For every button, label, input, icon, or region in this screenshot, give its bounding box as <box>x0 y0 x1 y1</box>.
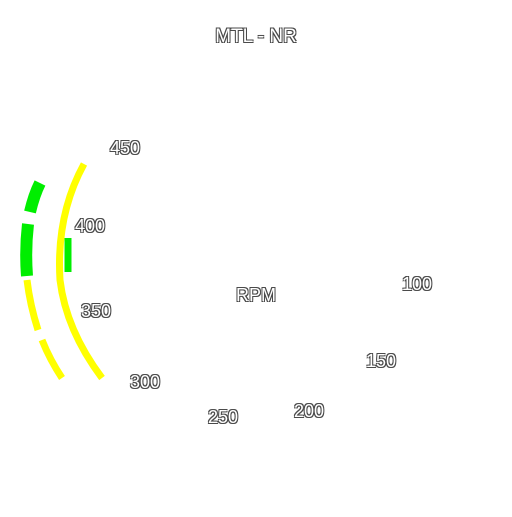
outer-range-band <box>20 180 65 380</box>
outer-green-segment-2 <box>20 223 34 277</box>
scale-label-100: 100 <box>402 274 433 294</box>
scale-label-150: 150 <box>366 351 397 371</box>
inner-yellow-arc <box>56 162 105 381</box>
outer-green-segment-1 <box>24 180 46 214</box>
outer-yellow-segment-1 <box>23 279 42 332</box>
gauge-unit-label: RPM <box>236 285 276 305</box>
scale-label-200: 200 <box>294 401 325 421</box>
outer-yellow-segment-2 <box>38 338 65 380</box>
scale-label-450: 450 <box>110 138 141 158</box>
gauge-title: MTL - NR <box>215 26 297 47</box>
scale-label-250: 250 <box>208 407 239 427</box>
scale-label-400: 400 <box>75 216 106 236</box>
scale-label-300: 300 <box>130 372 161 392</box>
inner-range-band <box>56 162 105 381</box>
scale-label-350: 350 <box>81 301 112 321</box>
